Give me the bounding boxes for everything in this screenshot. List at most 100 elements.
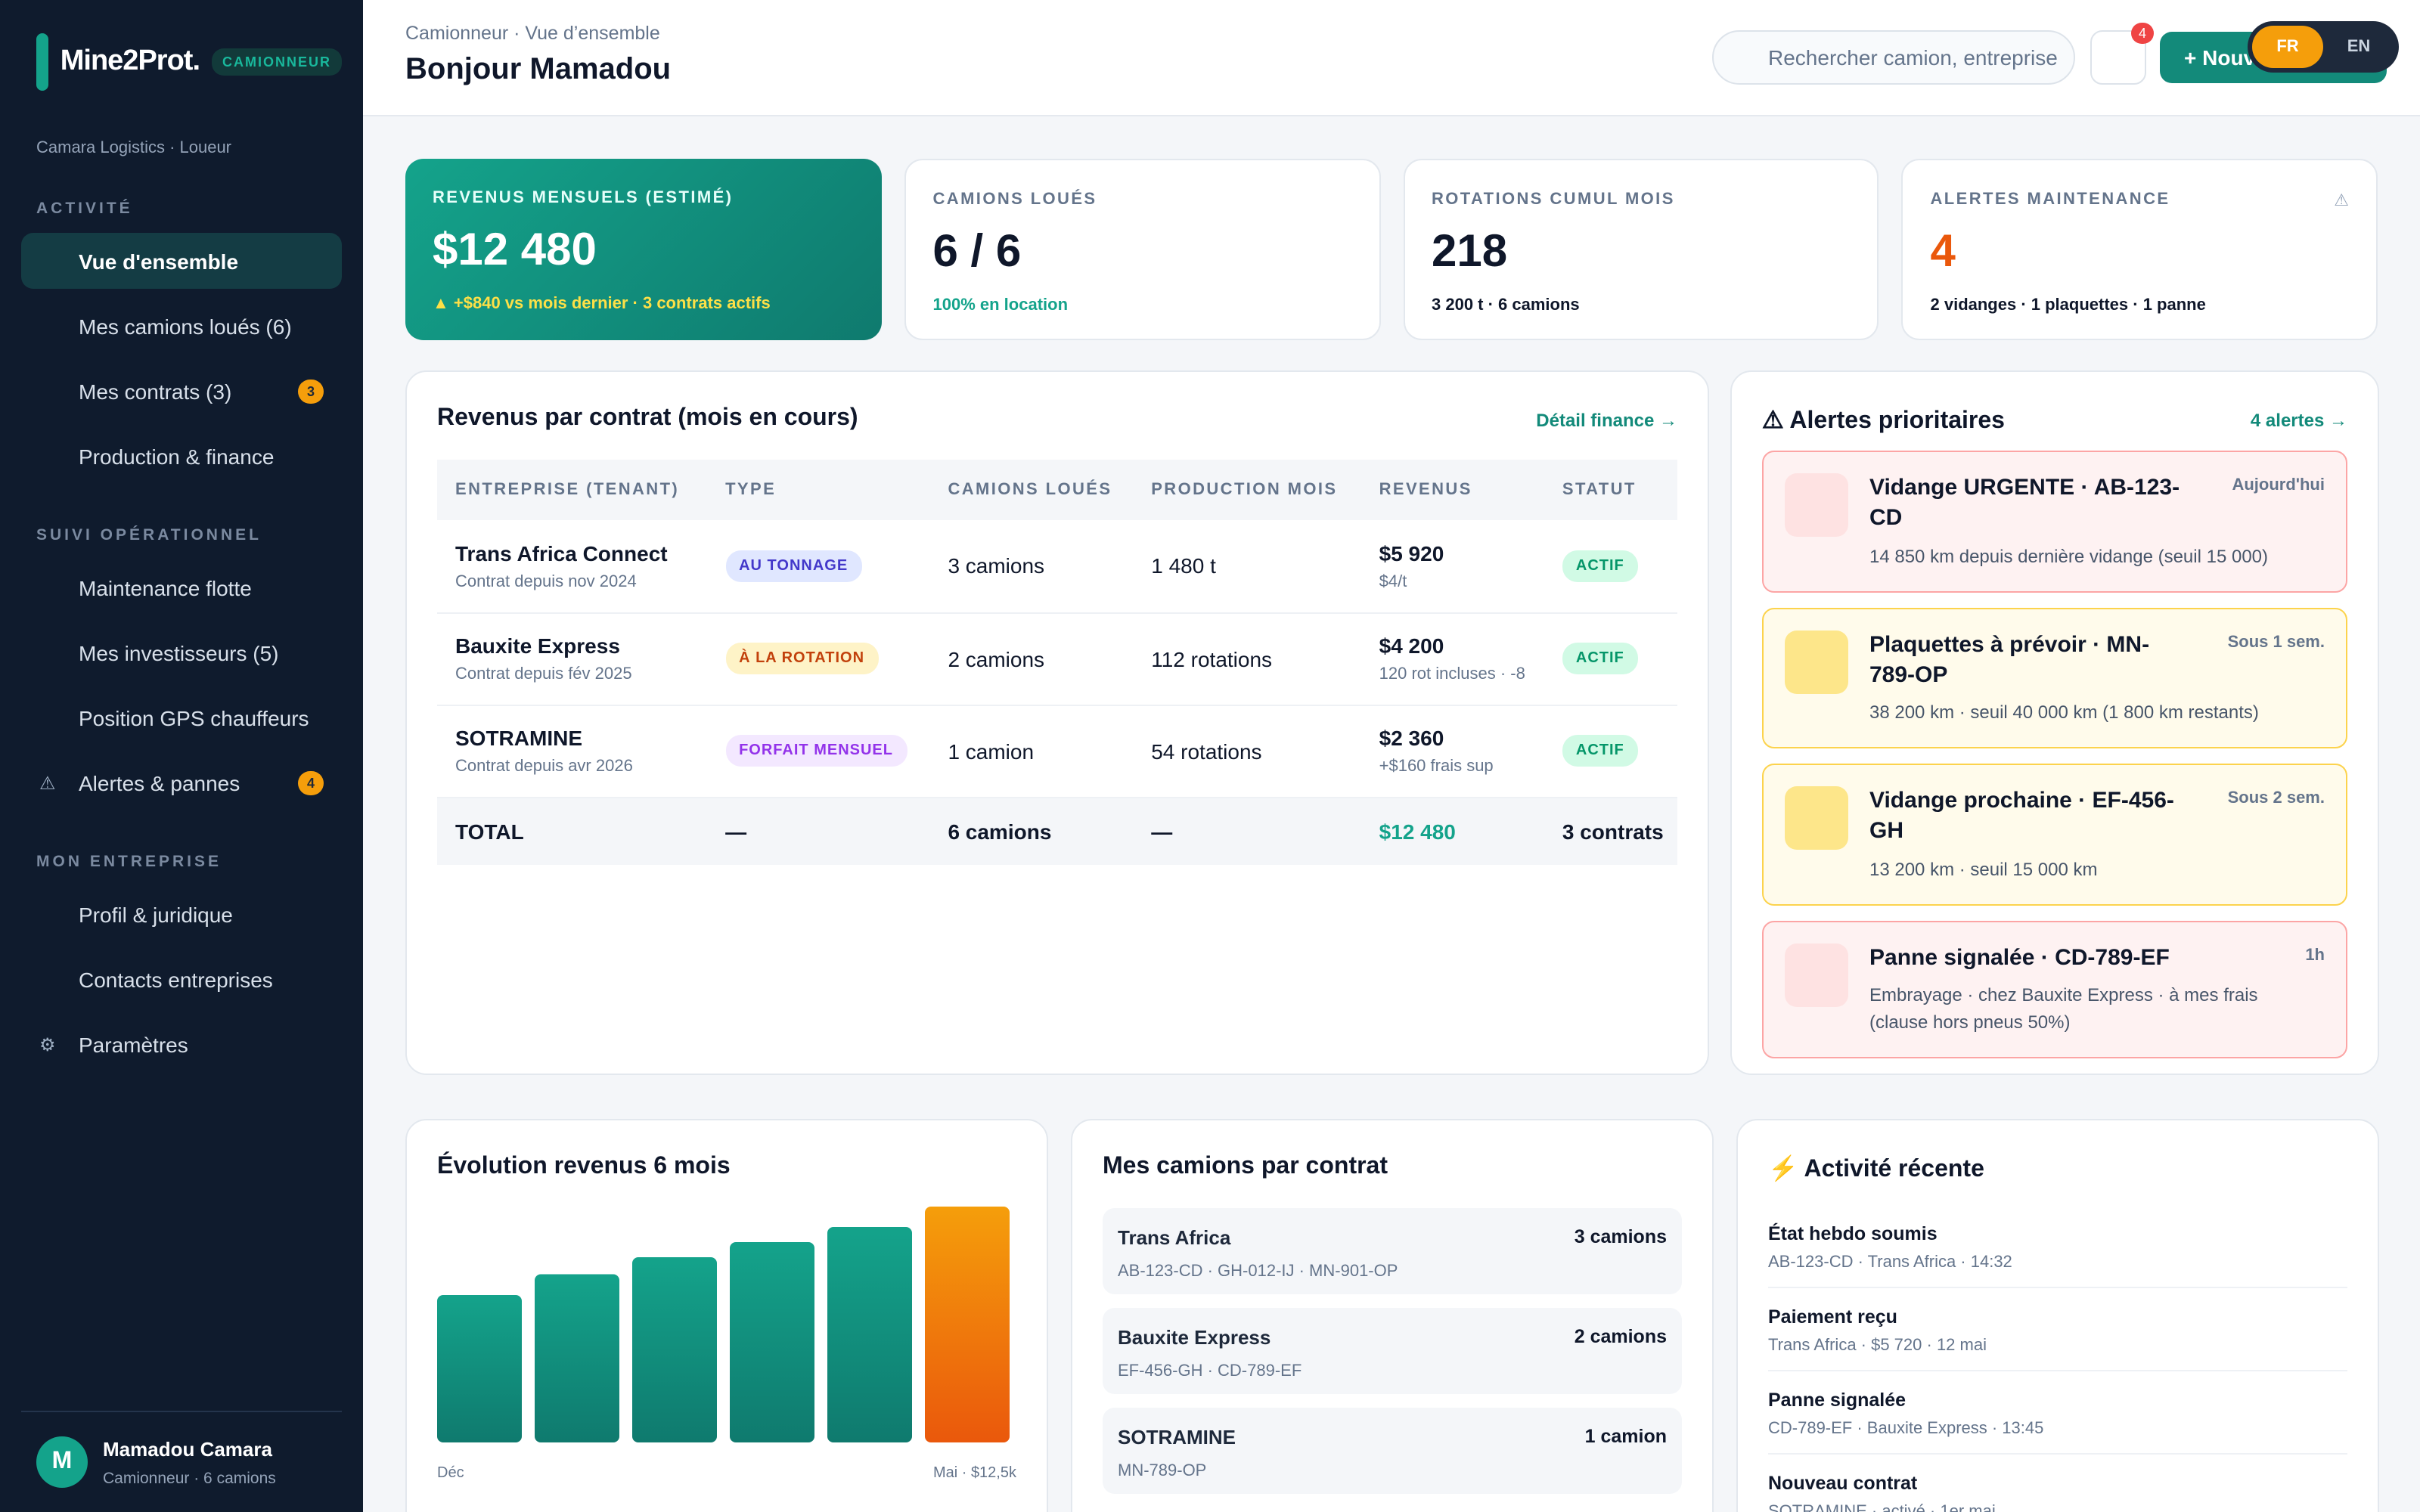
kpi-label: ROTATIONS CUMUL MOIS <box>1432 191 1675 209</box>
nav-item[interactable]: ⚙ Paramètres <box>21 1016 342 1072</box>
nav-icon: ⚙ <box>39 1033 56 1055</box>
language-toggle: FR EN <box>2248 21 2399 73</box>
tenant-name: Trans Africa Connect <box>455 541 668 565</box>
table-body: Trans Africa Connect Contrat depuis nov 2… <box>437 520 1677 865</box>
kpi-value: $12 480 <box>433 225 597 275</box>
column-header: STATUT <box>1544 460 1677 520</box>
bar <box>730 1242 814 1442</box>
revenue: $2 360 <box>1379 726 1444 750</box>
column-header: ENTREPRISE (TENANT) <box>437 460 708 520</box>
nav: ACTIVITÉ Vue d'ensemble Mes camions loués … <box>21 200 342 1072</box>
tenant: Trans Africa <box>1118 1226 1231 1249</box>
kpi-card: REVENUS MENSUELS (ESTIMÉ) $12 480 ▲ +$840 … <box>405 159 882 340</box>
nav-label: Mes camions loués (6) <box>79 314 292 338</box>
logo <box>36 33 48 91</box>
search[interactable]: Rechercher camion, entreprise <box>1712 30 2075 85</box>
table-header: ENTREPRISE (TENANT) TYPE CAMIONS LOUÉS PROD… <box>437 460 1677 520</box>
activity-title: Paiement reçu <box>1768 1306 1897 1328</box>
nav-item[interactable]: Profil & juridique <box>21 886 342 942</box>
activity-item: Paiement reçu Trans Africa · $5 720 · 12 … <box>1768 1288 2347 1371</box>
cell: Bauxite Express Contrat depuis fév 2025 <box>437 612 708 705</box>
alert-title: Panne signalée · CD-789-EF <box>1869 944 2170 970</box>
alert[interactable]: Vidange URGENTE · AB-123-CD 14 850 km dep… <box>1762 451 2347 592</box>
truck-group: SOTRAMINE 1 camion MN-789-OP <box>1103 1408 1682 1494</box>
nav-item[interactable]: Vue d'ensemble <box>21 233 342 289</box>
total-cell: 6 camions <box>929 797 1134 865</box>
alert[interactable]: Plaquettes à prévoir · MN-789-OP 38 200 k… <box>1762 607 2347 748</box>
card-link[interactable]: Détail finance → <box>1536 410 1677 431</box>
cell: ACTIF <box>1544 612 1677 705</box>
plates: MN-789-OP <box>1118 1462 1207 1480</box>
nav-label: Profil & juridique <box>79 902 233 926</box>
activity-detail: AB-123-CD · Trans Africa · 14:32 <box>1768 1253 2012 1272</box>
lang-option[interactable]: EN <box>2347 38 2371 56</box>
bar <box>925 1207 1010 1442</box>
kpi-label: ALERTES MAINTENANCE <box>1930 191 2170 209</box>
kpi-sub: ▲ +$840 vs mois dernier · 3 contrats act… <box>433 295 771 313</box>
column-header: PRODUCTION MOIS <box>1133 460 1361 520</box>
sidebar: Mine2Prot. CAMIONNEUR Camara Logistics · … <box>0 0 363 1512</box>
nav-item[interactable]: ⚠ Alertes & pannes 4 <box>21 754 342 810</box>
nav-label: Vue d'ensemble <box>79 249 239 273</box>
nav-label: Mes investisseurs (5) <box>79 640 279 665</box>
card-title: Mes camions par contrat <box>1103 1154 1388 1179</box>
alert-icon <box>1785 630 1848 693</box>
nav-badge: 3 <box>297 379 324 403</box>
user-name: Mamadou Camara <box>103 1437 272 1460</box>
cell: FORFAIT MENSUEL <box>707 705 930 798</box>
alert-detail: 14 850 km depuis dernière vidange (seuil… <box>1869 545 2269 566</box>
kpi-card: ALERTES MAINTENANCE ⚠ 4 2 vidanges · 1 plaq… <box>1901 159 2378 340</box>
activity-title: Nouveau contrat <box>1768 1473 1918 1494</box>
contract-since: Contrat depuis nov 2024 <box>455 572 637 591</box>
production-cell: 54 rotations <box>1133 705 1361 798</box>
notifications[interactable]: 4 <box>2090 23 2154 85</box>
card-link[interactable]: 4 alertes → <box>2250 410 2347 431</box>
revenue-note: $4/t <box>1379 572 1407 591</box>
lang-option[interactable]: FR <box>2252 26 2323 68</box>
alert-icon <box>1785 473 1848 537</box>
total-cell: — <box>1133 797 1361 865</box>
trucks-cell: 3 camions <box>929 520 1134 613</box>
breadcrumb: Camionneur · Vue d’ensemble <box>405 23 660 44</box>
bar <box>632 1257 717 1442</box>
kpi-label: CAMIONS LOUÉS <box>932 191 1097 209</box>
activity-item: Panne signalée CD-789-EF · Bauxite Expres… <box>1768 1371 2347 1455</box>
type-pill: FORFAIT MENSUEL <box>725 735 907 767</box>
alert-time: 1h <box>2305 946 2325 964</box>
card-title: ⚡ Activité récente <box>1768 1157 1984 1182</box>
tenant-name: Bauxite Express <box>455 634 620 658</box>
cell: $5 920 $4/t <box>1360 520 1544 613</box>
production-cell: 112 rotations <box>1133 612 1361 705</box>
alert[interactable]: Panne signalée · CD-789-EF Embrayage · ch… <box>1762 920 2347 1058</box>
nav-item[interactable]: Mes contrats (3) 3 <box>21 363 342 419</box>
kpi-value: 6 / 6 <box>932 227 1022 277</box>
total-cell: $12 480 <box>1360 797 1544 865</box>
table-row: SOTRAMINE Contrat depuis avr 2026 FORFAIT … <box>437 705 1677 798</box>
alert-body: Panne signalée · CD-789-EF Embrayage · ch… <box>1869 943 2293 1036</box>
total-cell: 3 contrats <box>1544 797 1677 865</box>
user[interactable]: M Mamadou Camara Camionneur · 6 camions <box>21 1411 342 1488</box>
alert-time: Sous 1 sem. <box>2227 633 2325 651</box>
card-title: ⚠ Alertes prioritaires <box>1762 408 2005 434</box>
alert-title: Plaquettes à prévoir · MN-789-OP <box>1869 631 2150 688</box>
contracts-table: ENTREPRISE (TENANT) TYPE CAMIONS LOUÉS PROD… <box>437 460 1677 865</box>
nav-item[interactable]: Mes investisseurs (5) <box>21 624 342 680</box>
nav-item[interactable]: Position GPS chauffeurs <box>21 689 342 745</box>
nav-item[interactable]: Contacts entreprises <box>21 951 342 1007</box>
nav-item[interactable]: Production & finance <box>21 428 342 484</box>
activity-title: Panne signalée <box>1768 1390 1907 1411</box>
kpi-card: ROTATIONS CUMUL MOIS 218 3 200 t · 6 camio… <box>1403 159 1879 340</box>
status-pill: ACTIF <box>1562 550 1638 582</box>
nav-item[interactable]: Mes camions loués (6) <box>21 298 342 354</box>
kpi-sub: 2 vidanges · 1 plaquettes · 1 panne <box>1930 296 2206 314</box>
alert[interactable]: Vidange prochaine · EF-456-GH 13 200 km ·… <box>1762 764 2347 905</box>
bar-chart <box>437 1207 1010 1442</box>
nav-item[interactable]: Maintenance flotte <box>21 559 342 615</box>
cell: À LA ROTATION <box>707 612 930 705</box>
alert-icon <box>1785 786 1848 850</box>
cell: ACTIF <box>1544 705 1677 798</box>
nav-label: Alertes & pannes <box>79 770 240 795</box>
nav-icon: ⚠ <box>39 772 56 793</box>
alert-title: Vidange URGENTE · AB-123-CD <box>1869 475 2180 531</box>
